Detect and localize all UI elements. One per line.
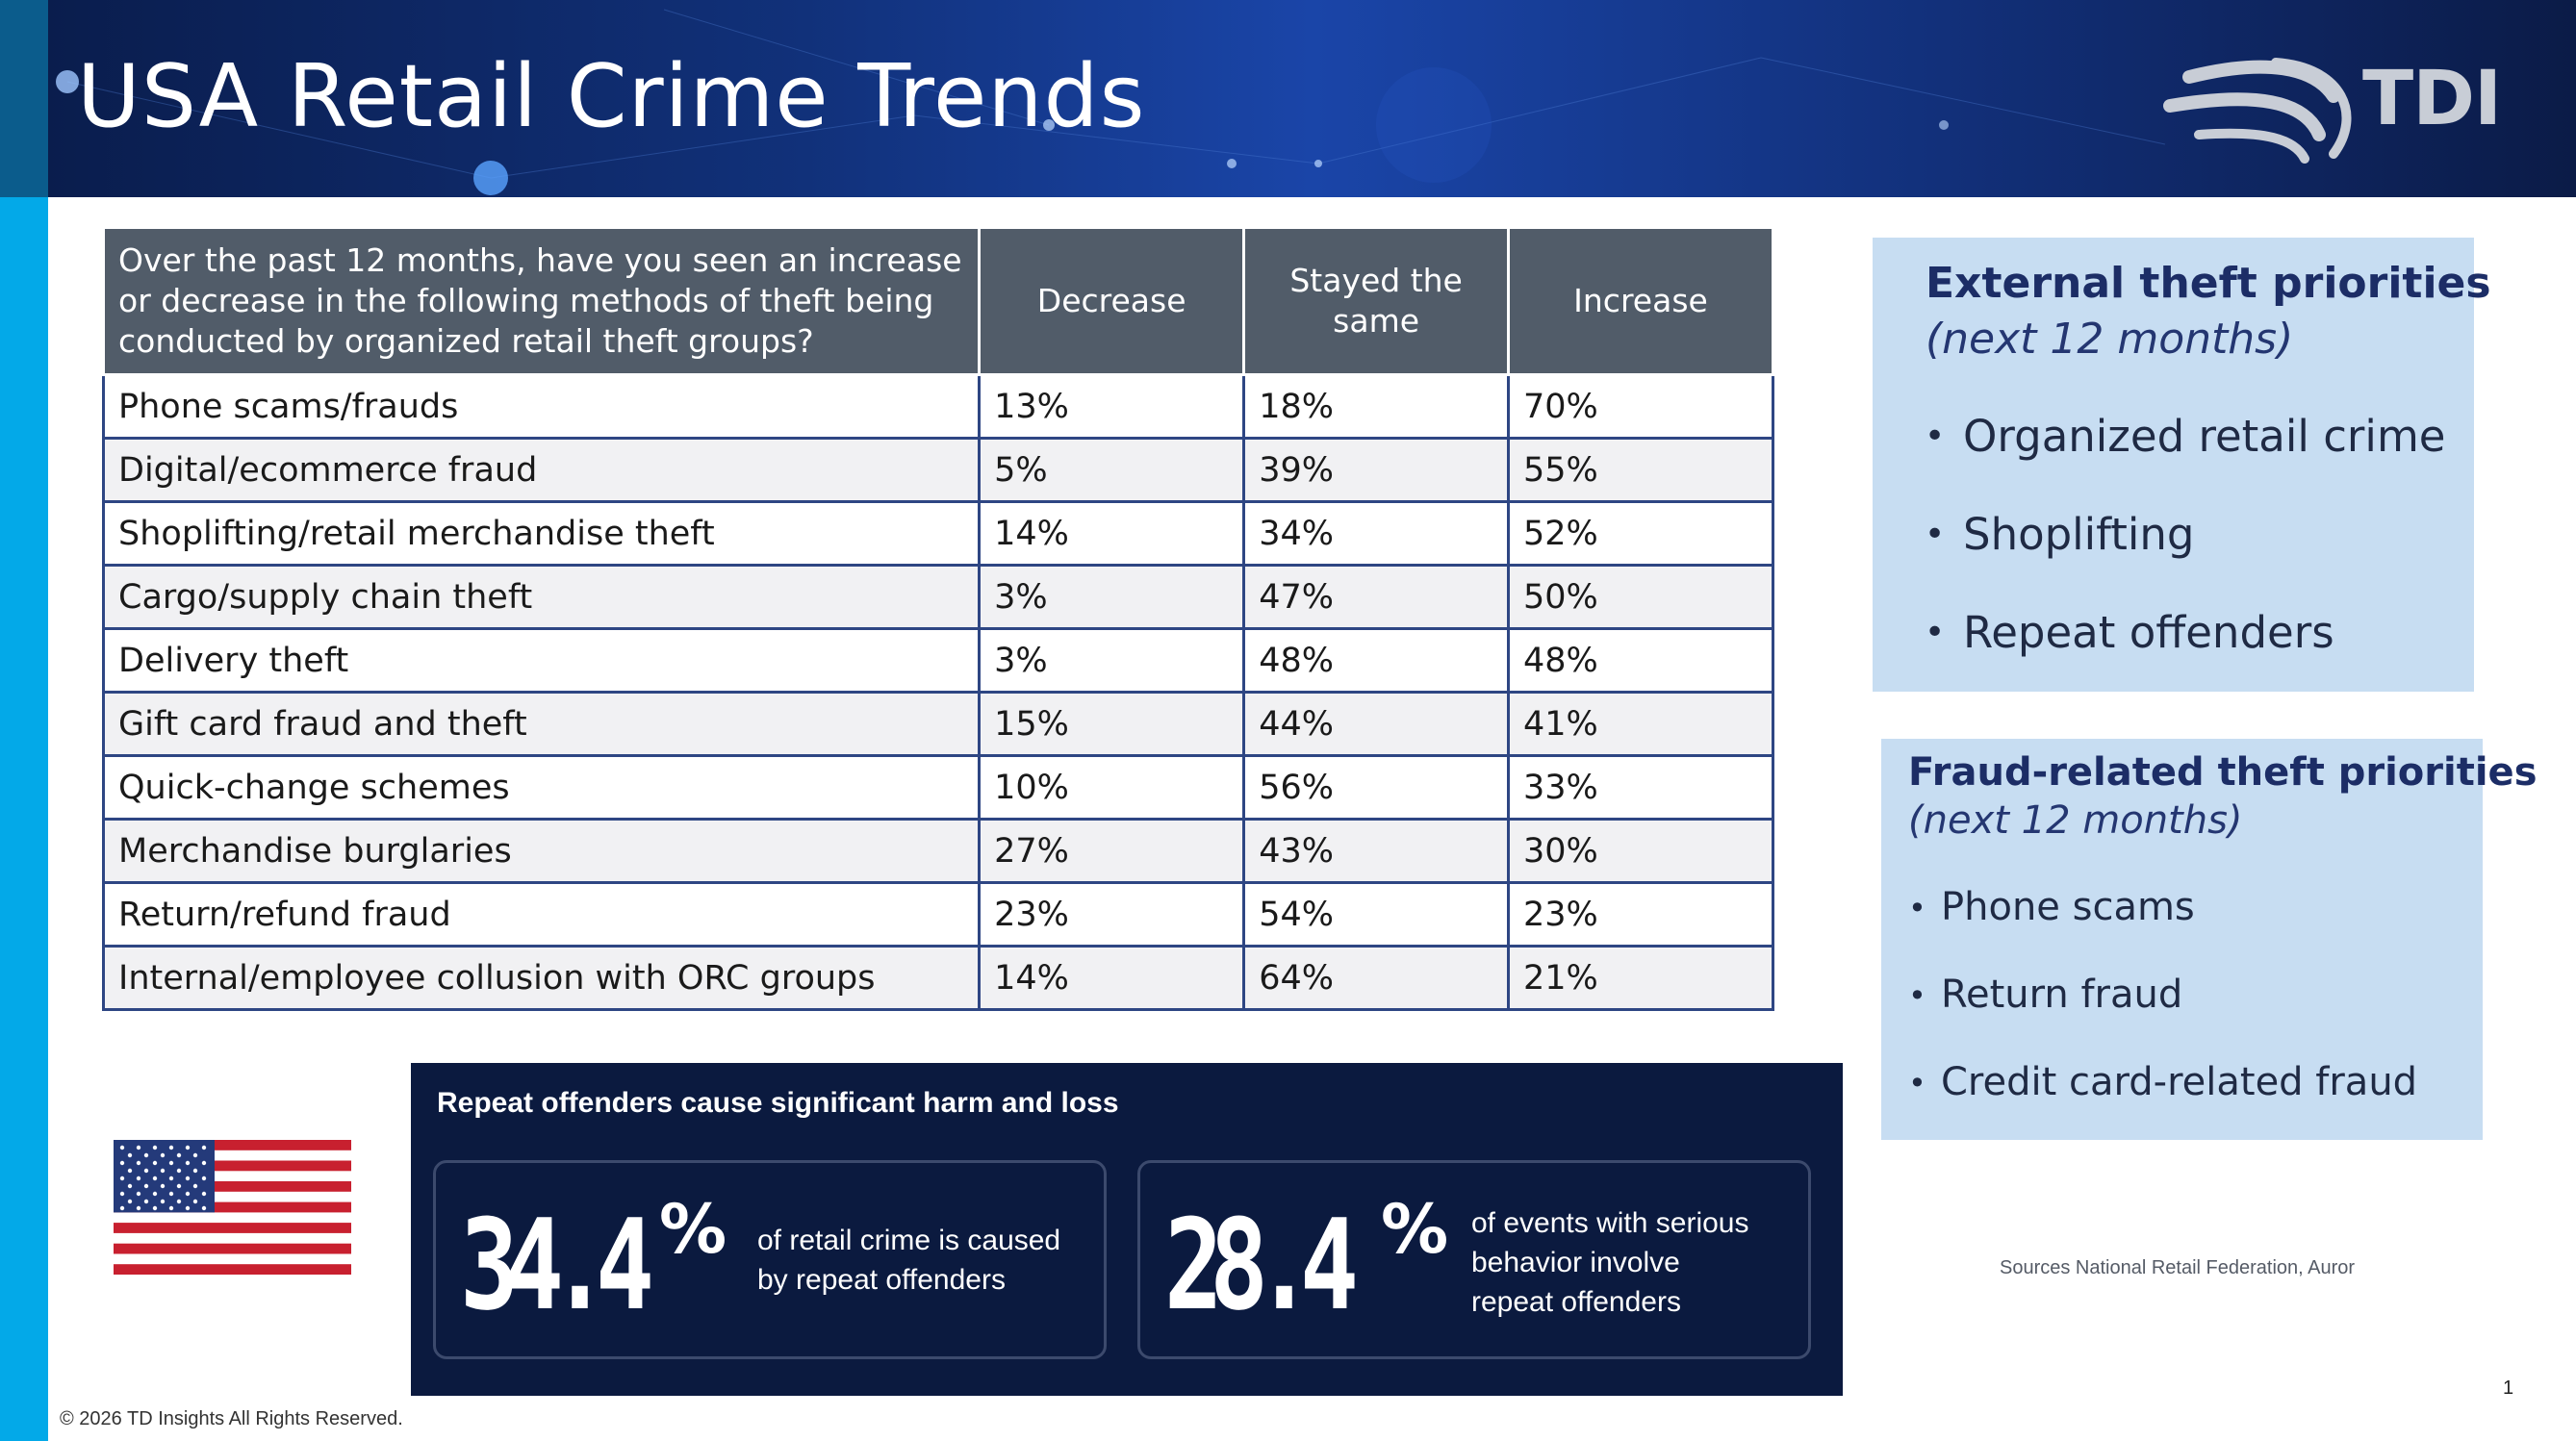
decrease-cell: 23% [978,881,1246,948]
row-label: Return/refund fraud [101,881,982,948]
copyright-notice: © 2026 TD Insights All Rights Reserved. [60,1408,403,1429]
external-priorities-list: Organized retail crime Shoplifting Repea… [1925,411,2446,705]
table-header-row: Over the past 12 months, have you seen a… [101,226,1775,376]
table-row: Delivery theft 3% 48% 48% [101,627,1775,694]
increase-cell: 33% [1506,754,1775,821]
table-row: Merchandise burglaries 27% 43% 30% [101,818,1775,884]
table-row: Shoplifting/retail merchandise theft 14%… [101,500,1775,567]
page-title: USA Retail Crime Trends [77,46,1146,147]
fraud-priorities-list: Phone scams Return fraud Credit card-rel… [1908,885,2417,1148]
same-cell: 64% [1242,945,1510,1011]
row-label: Delivery theft [101,627,982,694]
stat-description-line: behavior involve [1471,1247,1680,1278]
list-item: Shoplifting [1925,509,2445,607]
row-label: Internal/employee collusion with ORC gro… [101,945,982,1011]
row-label: Quick-change schemes [101,754,982,821]
stat-description: of events with serious behavior involve … [1471,1203,1808,1322]
accent-stripe-top [0,0,48,197]
stat-description: of retail crime is caused by repeat offe… [757,1221,1104,1300]
row-label: Digital/ecommerce fraud [101,437,982,503]
table-row: Phone scams/frauds 13% 18% 70% [101,373,1775,440]
stat-unit: % [1381,1190,1449,1269]
stat-value: 28.4 [1164,1192,1359,1338]
tdi-logo-icon [2163,58,2352,164]
stat-card: 28.4 % of events with serious behavior i… [1137,1160,1811,1359]
column-header-decrease: Decrease [978,226,1246,376]
us-flag-icon [114,1140,351,1275]
external-priorities-subheading: (next 12 months) [1926,315,2294,364]
repeat-offenders-box: Repeat offenders cause significant harm … [411,1063,1843,1396]
decrease-cell: 10% [978,754,1246,821]
increase-cell: 23% [1506,881,1775,948]
external-priorities-panel: External theft priorities (next 12 month… [1873,238,2491,692]
survey-table: Over the past 12 months, have you seen a… [101,226,1775,1011]
fraud-priorities-subheading: (next 12 months) [1908,798,2243,843]
row-label: Shoplifting/retail merchandise theft [101,500,982,567]
increase-cell: 30% [1506,818,1775,884]
table-row: Digital/ecommerce fraud 5% 39% 55% [101,437,1775,503]
row-label: Merchandise burglaries [101,818,982,884]
increase-cell: 70% [1506,373,1775,440]
page-number: 1 [2503,1378,2514,1399]
decrease-cell: 5% [978,437,1246,503]
row-label: Cargo/supply chain theft [101,564,982,630]
sources-note: Sources National Retail Federation, Auro… [2000,1257,2356,1278]
list-item: Credit card-related fraud [1908,1060,2417,1148]
stat-description-line: of events with serious [1471,1207,1749,1239]
same-cell: 48% [1242,627,1510,694]
decrease-cell: 27% [978,818,1246,884]
question-header: Over the past 12 months, have you seen a… [101,226,982,376]
list-item: Repeat offenders [1925,607,2445,705]
repeat-offenders-title: Repeat offenders cause significant harm … [437,1087,1119,1119]
same-cell: 54% [1242,881,1510,948]
row-label: Gift card fraud and theft [101,691,982,757]
list-item: Organized retail crime [1925,411,2446,509]
increase-cell: 48% [1506,627,1775,694]
table-row: Internal/employee collusion with ORC gro… [101,945,1775,1011]
stat-unit: % [659,1190,727,1269]
column-header-increase: Increase [1506,226,1775,376]
decrease-cell: 3% [978,627,1246,694]
table-row: Return/refund fraud 23% 54% 23% [101,881,1775,948]
stat-description-line: by repeat offenders [757,1264,1006,1296]
same-cell: 18% [1242,373,1510,440]
increase-cell: 41% [1506,691,1775,757]
column-header-same: Stayed the same [1242,226,1510,376]
fraud-priorities-heading: Fraud-related theft priorities [1908,750,2538,795]
table-row: Gift card fraud and theft 15% 44% 41% [101,691,1775,757]
same-cell: 47% [1242,564,1510,630]
same-cell: 34% [1242,500,1510,567]
stat-card: 34.4 % of retail crime is caused by repe… [433,1160,1107,1359]
same-cell: 56% [1242,754,1510,821]
increase-cell: 50% [1506,564,1775,630]
decrease-cell: 13% [978,373,1246,440]
increase-cell: 52% [1506,500,1775,567]
table-row: Cargo/supply chain theft 3% 47% 50% [101,564,1775,630]
list-item: Phone scams [1908,885,2417,973]
stat-value: 34.4 [460,1192,654,1338]
increase-cell: 55% [1506,437,1775,503]
decrease-cell: 14% [978,945,1246,1011]
increase-cell: 21% [1506,945,1775,1011]
decrease-cell: 3% [978,564,1246,630]
network-background [56,9,2166,195]
logo-wordmark: TDI [2362,56,2502,142]
stat-description-line: of retail crime is caused [757,1225,1061,1256]
decrease-cell: 14% [978,500,1246,567]
same-cell: 44% [1242,691,1510,757]
row-label: Phone scams/frauds [101,373,982,440]
stat-description-line: repeat offenders [1471,1286,1681,1318]
list-item: Return fraud [1908,973,2417,1060]
accent-stripe [0,0,48,1441]
external-priorities-heading: External theft priorities [1926,259,2491,308]
same-cell: 43% [1242,818,1510,884]
header-banner [48,0,2576,197]
decrease-cell: 15% [978,691,1246,757]
same-cell: 39% [1242,437,1510,503]
fraud-priorities-panel: Fraud-related theft priorities (next 12 … [1881,739,2538,1140]
table-row: Quick-change schemes 10% 56% 33% [101,754,1775,821]
